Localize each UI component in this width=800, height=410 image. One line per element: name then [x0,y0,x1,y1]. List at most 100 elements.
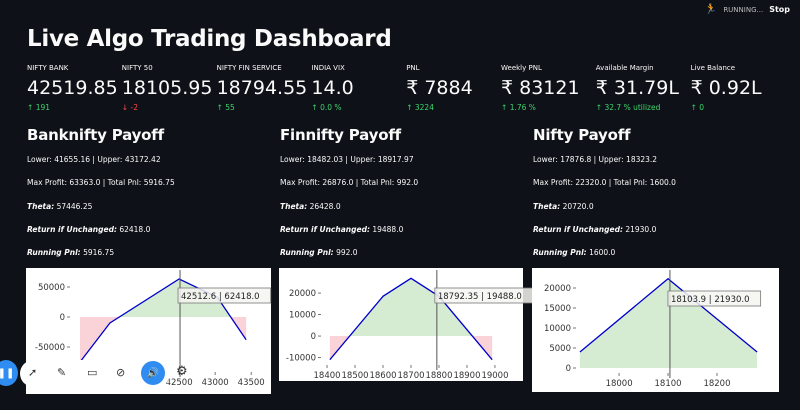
profit-text: Max Profit: 63363.0 | Total Pnl: 5916.75 [27,178,175,188]
stop-button[interactable]: Stop [769,5,790,14]
cursor-icon[interactable]: ➚ [28,366,38,379]
running-pnl-label: Running Pnl: [27,248,81,258]
metric-delta: ↑ 32.7 % utilized [596,103,691,112]
metric-value: ₹ 7884 [406,77,473,99]
theta-value: 57446.25 [54,201,93,211]
y-tick-label: 5000 [549,344,571,354]
x-tick-label: 18400 [314,371,341,381]
profit-text: Max Profit: 26876.0 | Total Pnl: 992.0 [280,178,419,188]
range-text: Lower: 41655.16 | Upper: 43172.42 [27,155,161,164]
arrow-up-icon: ↑ [311,103,318,112]
video-icon[interactable]: ▭ [87,366,98,379]
riu-value: 62418.0 [116,224,151,234]
running-pnl-value: 992.0 [333,248,358,258]
pencil-icon[interactable]: ✎ [57,366,67,379]
profit-area [579,278,758,368]
marker-annotation-label: 42512.6 | 62418.0 [181,292,260,302]
y-tick-label: 50000 [38,283,65,293]
theta-value: 20720.0 [560,201,594,211]
metric-live-balance: Live Balance ₹ 0.92L ↑ 0 [691,64,786,112]
metric-label: Available Margin [595,64,654,72]
y-tick-label: 15000 [544,304,571,314]
x-tick-label: 43000 [202,378,229,388]
return-if-unchanged-text: Return if Unchanged: 21930.0 [533,218,783,241]
metric-label: NIFTY 50 [121,64,153,72]
x-tick-label: 18500 [342,371,369,381]
riu-label: Return if Unchanged: [533,224,623,234]
metric-delta-value: 0.0 % [320,103,342,112]
metric-label: Live Balance [690,64,736,72]
theta-value: 26428.0 [307,201,341,211]
status-text: RUNNING... [723,5,764,14]
metric-label: INDIA VIX [311,64,345,72]
pause-icon[interactable]: ❚❚ [0,360,18,386]
marker-annotation-box [667,290,762,307]
gear-icon[interactable]: ⚙ [176,364,188,379]
metric-label: NIFTY FIN SERVICE [216,64,282,72]
y-tick-label: 0 [311,332,316,342]
section-1: Finnifty Payoff Lower: 18482.03 | Upper:… [280,126,530,264]
metric-delta: ↑ 55 [217,103,312,112]
metric-value: 18105.95 [121,77,213,99]
x-tick-label: 18700 [397,371,424,381]
metric-delta-value: -2 [130,103,138,112]
metric-nifty-50: NIFTY 50 18105.95 ↓ -2 [122,64,217,112]
return-if-unchanged-text: Return if Unchanged: 19488.0 [280,218,530,241]
profit-text: Max Profit: 22320.0 | Total Pnl: 1600.0 [533,178,676,188]
arrow-up-icon: ↑ [690,103,697,112]
y-tick-label: 10000 [544,324,571,334]
y-tick-label: 20000 [544,284,571,294]
section-title: Banknifty Payoff [27,126,164,144]
page-title: Live Algo Trading Dashboard [27,26,392,52]
x-tick-label: 19000 [481,371,508,381]
metric-delta-value: 191 [35,103,51,112]
metric-available-margin: Available Margin ₹ 31.79L ↑ 32.7 % utili… [596,64,691,112]
metric-weekly-pnl: Weekly PNL ₹ 83121 ↑ 1.76 % [501,64,596,112]
theta-label: Theta: [27,201,55,211]
run-status: 🏃 RUNNING... Stop [705,4,790,15]
profit-area [80,278,247,317]
metric-label: NIFTY BANK [27,64,69,72]
finnifty-payoff-chart: -10000 0 10000 20000 18400 18500 18600 18700 188… [279,268,534,381]
metric-value: ₹ 31.79L [595,77,679,99]
metric-delta: ↓ -2 [122,103,217,112]
metric-delta-value: 55 [225,103,235,112]
range-text: Lower: 17876.8 | Upper: 18323.2 [533,155,658,164]
loss-area [329,336,493,360]
metric-value: ₹ 83121 [501,77,580,99]
payoff-line [79,278,247,363]
metric-value: 14.0 [311,77,354,99]
y-tick-label: 0 [60,313,65,323]
y-tick-label: -10000 [286,354,316,364]
mic-off-icon[interactable]: ⊘ [116,366,126,379]
x-tick-label: 18100 [655,379,682,389]
metric-nifty-bank: NIFTY BANK 42519.85 ↑ 191 [27,64,122,112]
theta-text: Theta: 20720.0 [533,195,783,218]
running-pnl-value: 5916.75 [80,248,115,258]
metric-pnl: PNL ₹ 7884 ↑ 3224 [406,64,501,112]
arrow-up-icon: ↑ [406,103,413,112]
x-tick-label: 18600 [369,371,396,381]
arrow-up-icon: ↑ [216,103,223,112]
metric-nifty-fin-service: NIFTY FIN SERVICE 18794.55 ↑ 55 [217,64,312,112]
arrow-up-icon: ↑ [27,103,34,112]
theta-label: Theta: [280,201,308,211]
y-tick-label: 10000 [289,311,316,321]
section-title: Nifty Payoff [533,126,631,144]
running-pnl-text: Running Pnl: 5916.75 [27,241,277,264]
y-tick-label: 20000 [289,289,316,299]
marker-annotation-label: 18792.35 | 19488.0 [438,292,522,302]
theta-label: Theta: [533,201,561,211]
speaker-icon[interactable]: 🔊 [141,361,165,385]
running-pnl-label: Running Pnl: [280,248,334,258]
riu-label: Return if Unchanged: [27,224,117,234]
running-pnl-label: Running Pnl: [533,248,587,258]
y-tick-label: -50000 [35,343,65,353]
payoff-line [329,277,493,361]
metric-delta: ↑ 0.0 % [311,103,406,112]
metric-delta: ↑ 191 [27,103,122,112]
metric-delta: ↑ 0 [691,103,786,112]
return-if-unchanged-text: Return if Unchanged: 62418.0 [27,218,277,241]
section-2: Nifty Payoff Lower: 17876.8 | Upper: 183… [533,126,783,264]
